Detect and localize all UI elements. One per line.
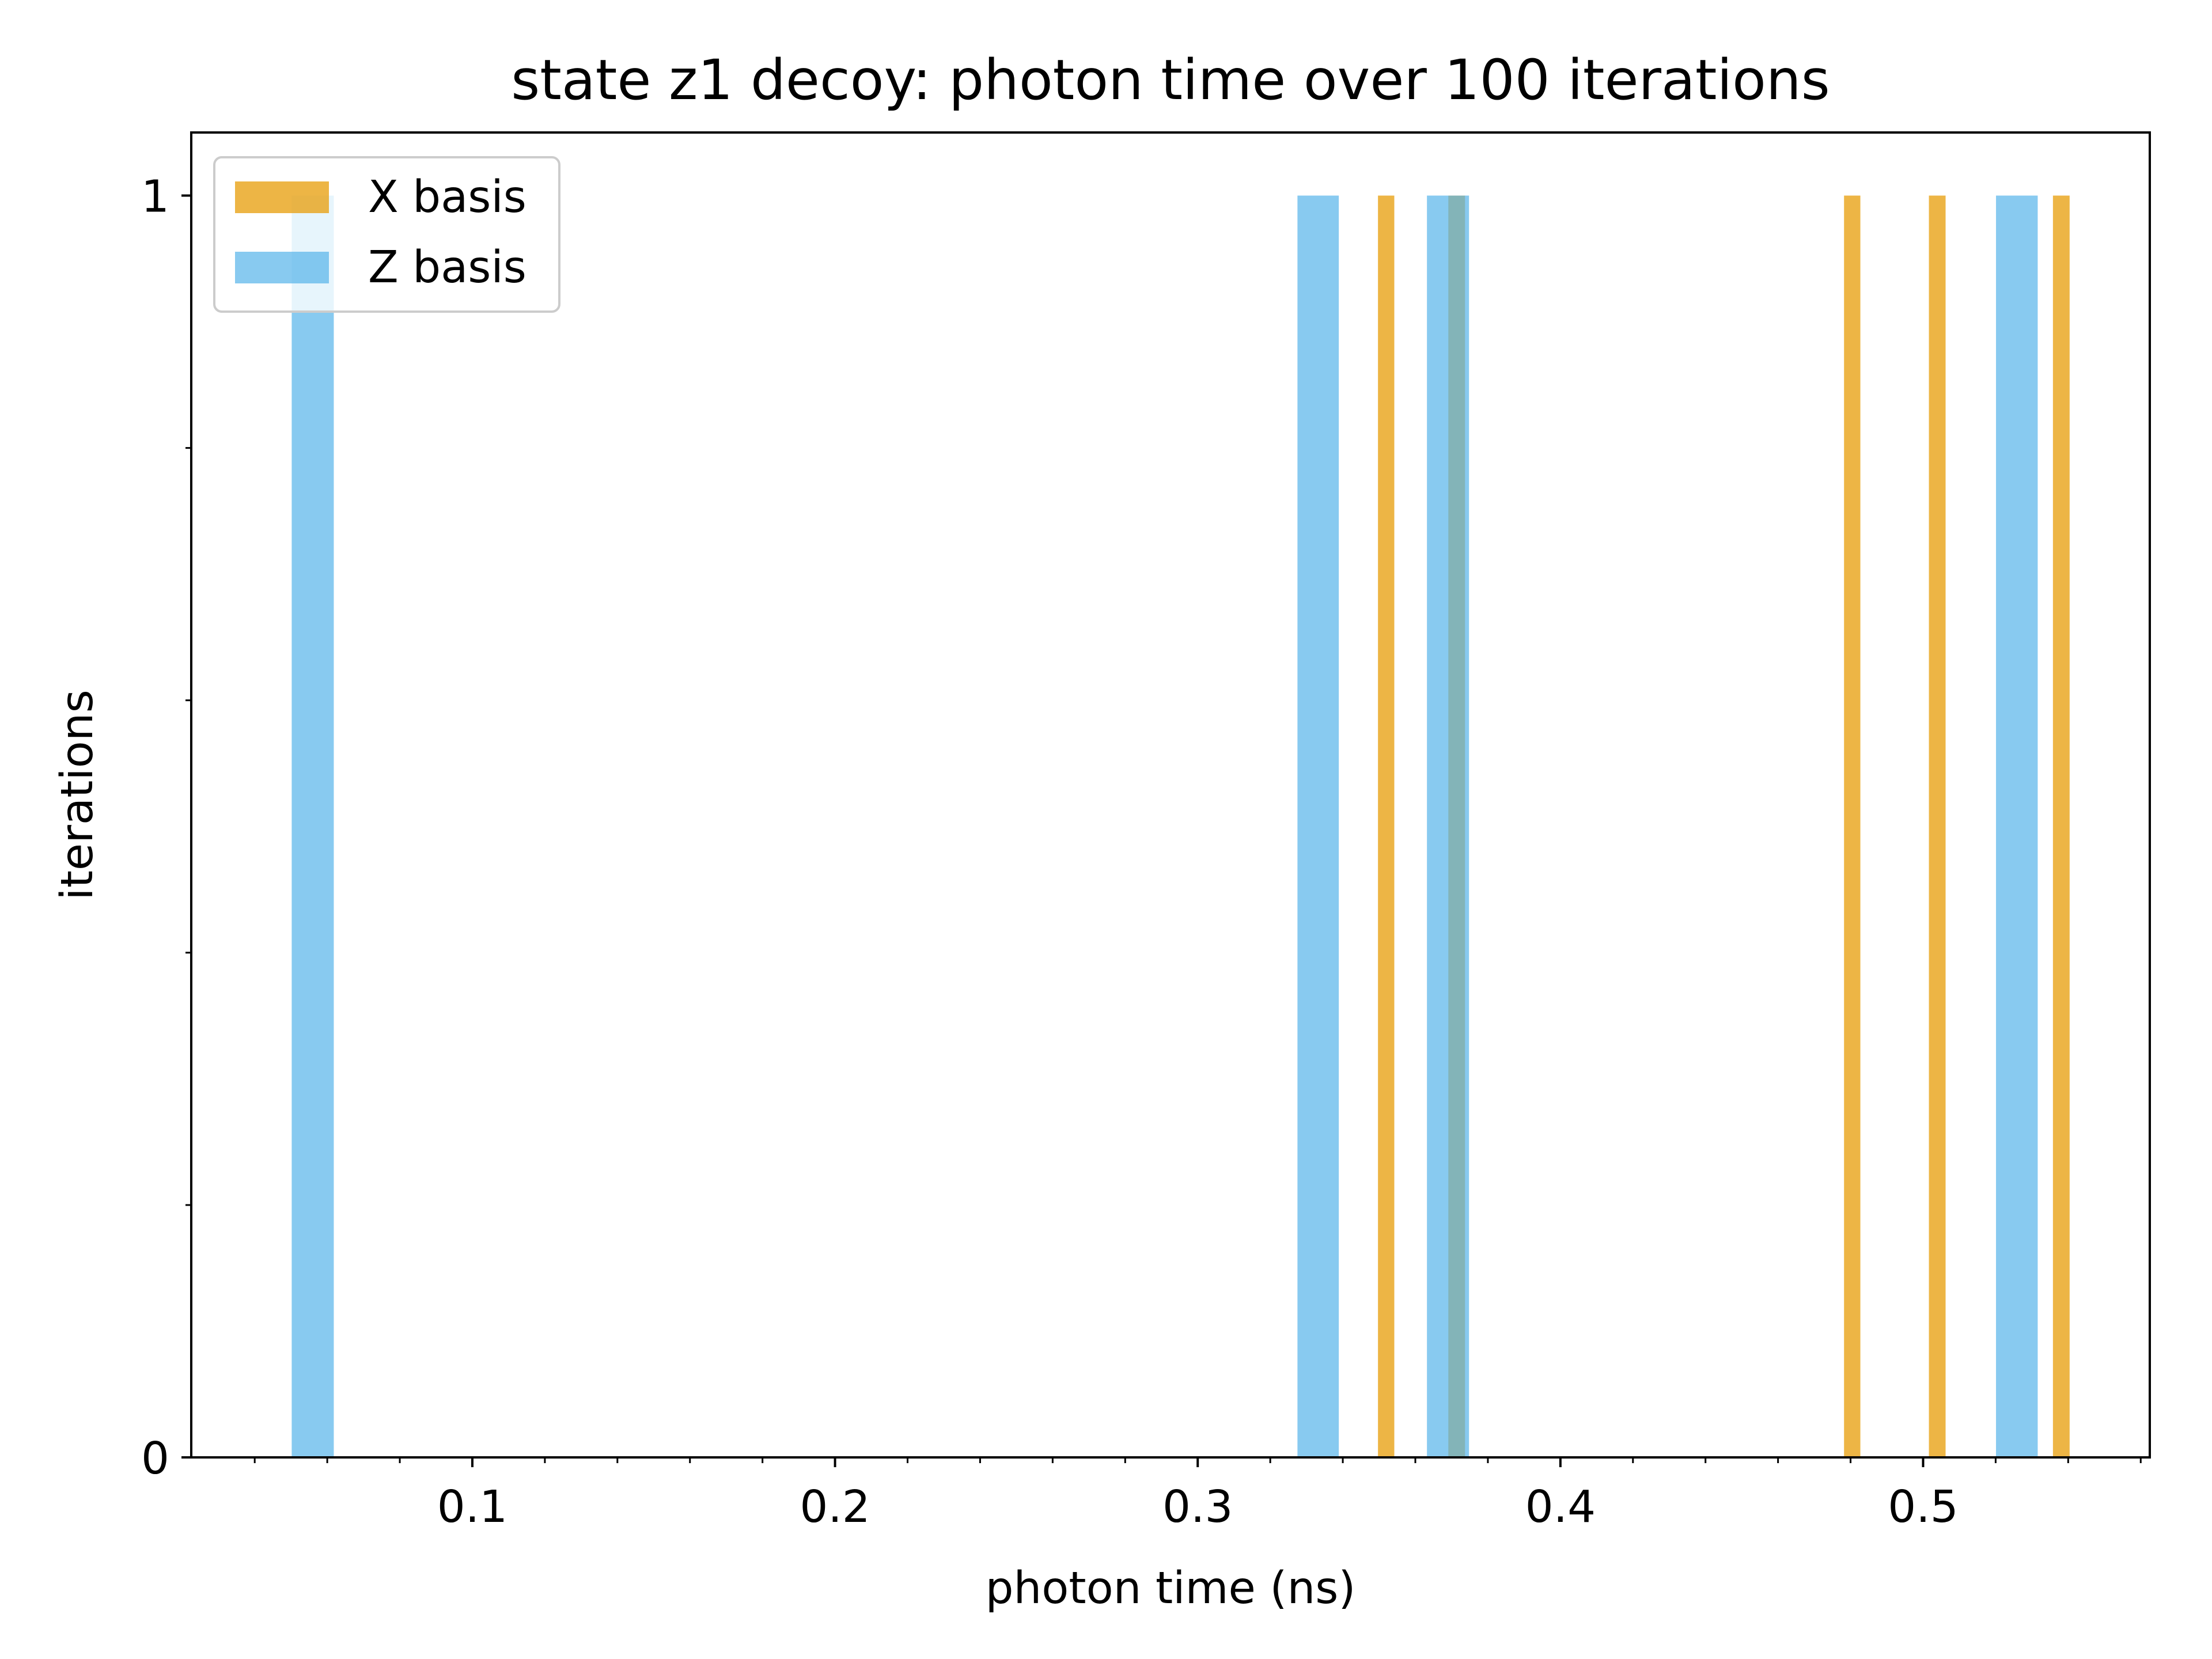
plot-frame (190, 131, 2151, 1459)
bar-z-basis-2 (1427, 195, 1469, 1457)
y-axis-label: iterations (52, 690, 103, 900)
bar-x-basis-3 (1929, 195, 1946, 1457)
ticks-layer: 0.1 0.2 0.3 0.4 0.5 0 1 (141, 172, 2142, 1533)
bar-x-basis-4 (2052, 195, 2070, 1457)
chart-title: state z1 decoy: photon time over 100 ite… (511, 48, 1830, 112)
y-tick-label-0: 0 (141, 1433, 169, 1484)
y-tick-label-1: 1 (141, 172, 169, 223)
bar-x-basis-0 (1378, 195, 1395, 1457)
legend-label-z-basis: Z basis (368, 242, 527, 293)
legend-label-x-basis: X basis (368, 172, 527, 223)
bar-x-basis-2 (1844, 195, 1861, 1457)
x-tick-label-3: 0.4 (1525, 1482, 1596, 1533)
x-tick-label-1: 0.2 (800, 1482, 870, 1533)
bar-z-basis-1 (1297, 195, 1339, 1457)
bar-z-basis-3 (1996, 195, 2038, 1457)
x-tick-label-0: 0.1 (437, 1482, 507, 1533)
x-tick-label-2: 0.3 (1162, 1482, 1233, 1533)
legend-swatch-x-basis (235, 181, 329, 213)
legend: X basis Z basis (213, 156, 560, 313)
legend-swatch-z-basis (235, 252, 329, 283)
bars-layer (291, 195, 2070, 1457)
x-axis-label: photon time (ns) (986, 1563, 1356, 1614)
x-tick-label-4: 0.5 (1888, 1482, 1958, 1533)
bar-z-basis-0 (291, 195, 334, 1457)
